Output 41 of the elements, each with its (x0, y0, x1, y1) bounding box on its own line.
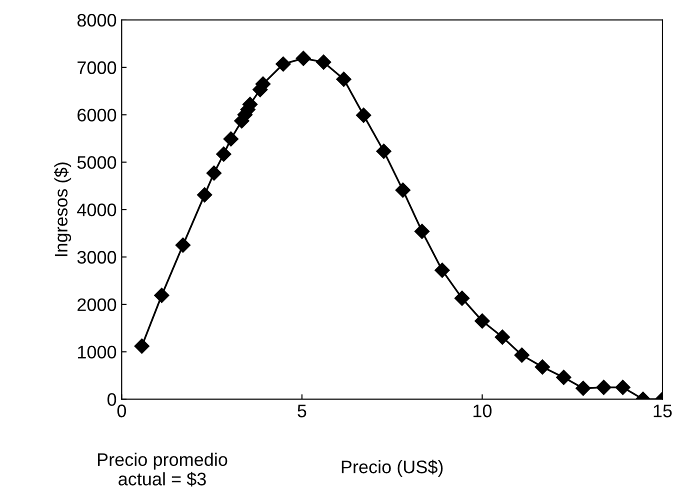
point (175, 238, 191, 253)
point (223, 131, 238, 147)
y-tick-label: 2000 (78, 298, 116, 312)
y-tick-label: 1000 (78, 346, 116, 359)
y-tick-label: 4000 (77, 204, 116, 216)
point (434, 262, 450, 278)
x-tick-label: 5 (298, 404, 306, 418)
y-tick-label: 5000 (77, 156, 116, 169)
point (134, 338, 150, 354)
point (206, 166, 222, 181)
point (276, 56, 291, 72)
x-axis-title: Precio (US$) (342, 460, 443, 477)
point (514, 348, 530, 363)
point (296, 50, 311, 66)
point (376, 144, 392, 159)
point (154, 288, 170, 303)
point (356, 108, 372, 123)
x-tick-label: 15 (654, 404, 672, 418)
y-axis-title: Ingresos ($) (54, 162, 72, 256)
point (596, 380, 612, 395)
point (615, 380, 630, 395)
point (556, 370, 572, 385)
point (395, 182, 410, 198)
point (534, 359, 550, 375)
point (336, 72, 352, 87)
point (216, 146, 232, 162)
point (576, 380, 591, 396)
point (454, 290, 470, 306)
y-tick-label: 3000 (77, 250, 116, 264)
point (414, 224, 430, 239)
y-tick-label: 6000 (78, 108, 116, 122)
y-tick-label: 7000 (78, 61, 116, 74)
point (316, 54, 332, 70)
point (474, 313, 490, 329)
y-tick-label: 0 (107, 393, 116, 406)
text: Precio promedio actual = $3 (98, 452, 228, 487)
point (494, 330, 510, 345)
x-tick-label: 10 (474, 404, 492, 418)
point (197, 187, 212, 202)
x-tick-label: 0 (117, 404, 126, 418)
y-tick-label: 8000 (77, 14, 116, 27)
